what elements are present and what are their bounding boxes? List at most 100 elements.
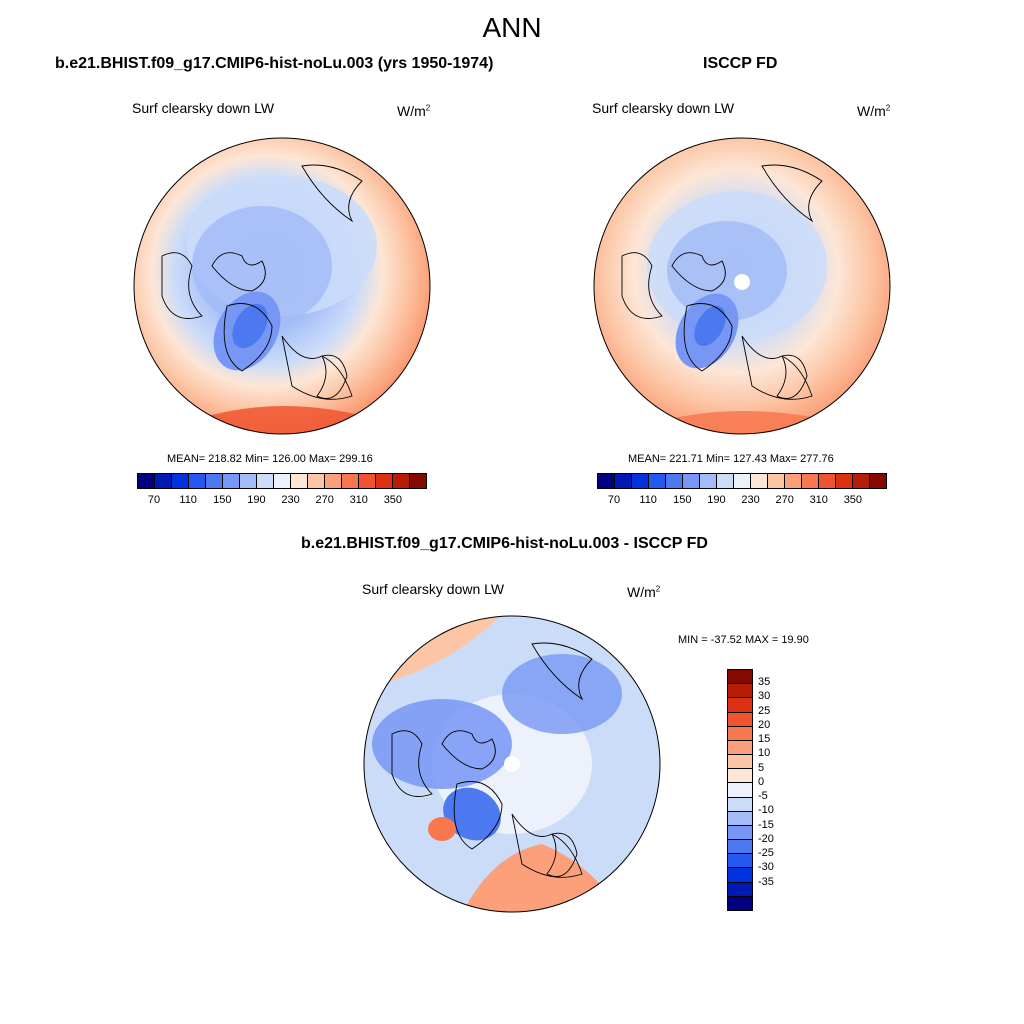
- panel3-colorbar-tick-label: 0: [758, 775, 765, 788]
- panel1-colorbar-tick-label: 70: [147, 494, 161, 506]
- panel1-colorbar-tick-label: 150: [213, 494, 232, 506]
- figure-title: ANN: [482, 12, 542, 43]
- panel2-colorbar-tick-label: 70: [607, 494, 621, 506]
- panel3-colorbar-tick-label: -25: [758, 847, 774, 860]
- panel1-colorbar: [137, 473, 427, 489]
- panel1-colorbar-tick-label: 310: [349, 494, 368, 506]
- panel2-colorbar-tick-label: 150: [673, 494, 692, 506]
- panel3-colorbar-swatch: [728, 712, 752, 727]
- panel1-colorbar-swatch: [308, 474, 325, 488]
- panel1-colorbar-swatch: [138, 474, 155, 488]
- panel3-colorbar-swatch: [728, 783, 752, 798]
- panel2-colorbar-ticks: 70 110 150 190 230 270 310 350: [597, 494, 887, 508]
- panel2-colorbar-swatch: [768, 474, 785, 488]
- panel3-units: W/m2: [627, 584, 660, 600]
- panel3-stats: MIN = -37.52 MAX = 19.90: [678, 634, 809, 646]
- panel3-colorbar-tick-label: 30: [758, 690, 771, 703]
- panel2-title: ISCCP FD: [703, 55, 778, 72]
- panel3-colorbar-swatch: [728, 755, 752, 770]
- panel3-colorbar-tick-label: -15: [758, 818, 774, 831]
- panel3-colorbar-tick-label: 5: [758, 761, 765, 774]
- panel1-colorbar-tick-label: 110: [179, 494, 197, 506]
- panel1-colorbar-swatch: [325, 474, 342, 488]
- panel2-stats: MEAN= 221.71 Min= 127.43 Max= 277.76: [628, 453, 834, 465]
- panel3-colorbar-ticks: 35 30 25 20 15 10 5 0 -5 -10 -15 -20 -25 -30 -35: [758, 669, 798, 911]
- panel3-colorbar-tick-label: -30: [758, 861, 774, 874]
- panel2-colorbar-swatch: [836, 474, 853, 488]
- panel1-colorbar-swatch: [410, 474, 426, 488]
- panel1-colorbar-swatch: [172, 474, 189, 488]
- panel2-colorbar-tick-label: 270: [775, 494, 794, 506]
- panel3-colorbar-tick-label: 25: [758, 704, 771, 717]
- panel1-colorbar-swatch: [223, 474, 240, 488]
- panel1-map: [133, 137, 431, 435]
- panel3-colorbar-tick-label: 15: [758, 733, 771, 746]
- panel3-colorbar-swatch: [728, 670, 752, 685]
- panel1-colorbar-ticks: 70 110 150 190 230 270 310 350: [137, 494, 427, 508]
- panel3-colorbar-swatch: [728, 825, 752, 841]
- panel1-colorbar-tick-label: 230: [281, 494, 300, 506]
- panel1-variable: Surf clearsky down LW: [132, 100, 275, 116]
- panel2-colorbar-swatch: [666, 474, 683, 488]
- panel3-map: [363, 615, 661, 913]
- panel2-colorbar-swatch: [615, 474, 632, 488]
- panel1-units: W/m2: [397, 103, 430, 119]
- panel3-colorbar-swatch: [728, 769, 752, 784]
- panel1-colorbar-swatch: [240, 474, 257, 488]
- panel3-colorbar-tick-label: -10: [758, 804, 774, 817]
- panel2-colorbar-tick-label: 110: [639, 494, 657, 506]
- panel2-colorbar-swatch: [649, 474, 666, 488]
- panel3-units-base: W/m: [627, 584, 656, 600]
- panel3-colorbar-swatch: [728, 684, 752, 699]
- panel2-colorbar-swatch: [802, 474, 819, 488]
- panel3-variable: Surf clearsky down LW: [362, 581, 505, 597]
- panel2-units-base: W/m: [857, 103, 886, 119]
- panel3-colorbar-tick-label: -35: [758, 875, 774, 888]
- panel1-colorbar-swatch: [376, 474, 393, 488]
- panel2-colorbar-swatch: [598, 474, 615, 488]
- panel3-colorbar-swatch: [728, 740, 752, 756]
- panel2-colorbar-swatch: [853, 474, 870, 488]
- panel1-colorbar-swatch: [342, 474, 359, 488]
- panel2-colorbar-swatch: [819, 474, 836, 488]
- panel1-colorbar-swatch: [189, 474, 206, 488]
- panel1-units-exp: 2: [425, 103, 431, 113]
- panel2-colorbar-swatch: [870, 474, 886, 488]
- panel2-colorbar-tick-label: 190: [707, 494, 726, 506]
- panel1-colorbar-swatch: [155, 474, 172, 488]
- panel3-colorbar-tick-label: 20: [758, 718, 771, 731]
- panel3-colorbar-swatch: [728, 882, 752, 897]
- panel2-colorbar-tick-label: 230: [741, 494, 760, 506]
- panel1-colorbar-swatch: [206, 474, 223, 488]
- panel2-map: [593, 137, 891, 435]
- panel2-colorbar-tick-label: 350: [843, 494, 863, 506]
- panel3-colorbar-tick-label: -20: [758, 832, 774, 845]
- panel1-units-base: W/m: [397, 103, 426, 119]
- panel3-title: b.e21.BHIST.f09_g17.CMIP6-hist-noLu.003 …: [301, 535, 708, 552]
- panel3-colorbar: [727, 669, 753, 911]
- panel3-colorbar-swatch: [728, 797, 752, 812]
- panel1-stats: MEAN= 218.82 Min= 126.00 Max= 299.16: [167, 453, 373, 465]
- panel2-colorbar-swatch: [785, 474, 802, 488]
- panel2-colorbar-tick-label: 310: [809, 494, 828, 506]
- panel1-colorbar-swatch: [274, 474, 291, 488]
- panel1-colorbar-swatch: [257, 474, 274, 488]
- panel3-colorbar-swatch: [728, 811, 752, 826]
- panel1-colorbar-tick-label: 270: [315, 494, 334, 506]
- panel3-colorbar-swatch: [728, 698, 752, 713]
- panel3-colorbar-tick-label: -5: [758, 790, 768, 803]
- panel2-variable: Surf clearsky down LW: [592, 100, 735, 116]
- panel2-colorbar-swatch: [683, 474, 700, 488]
- panel3-colorbar-swatch: [728, 726, 752, 741]
- panel2-colorbar-swatch: [734, 474, 751, 488]
- panel2-units-exp: 2: [885, 103, 891, 113]
- panel2-colorbar-swatch: [717, 474, 734, 488]
- panel3-colorbar-swatch: [728, 854, 752, 869]
- panel1-title: b.e21.BHIST.f09_g17.CMIP6-hist-noLu.003 …: [55, 55, 494, 72]
- panel1-colorbar-swatch: [393, 474, 410, 488]
- panel1-colorbar-tick-label: 350: [383, 494, 403, 506]
- panel2-colorbar-swatch: [632, 474, 649, 488]
- panel2-units: W/m2: [857, 103, 890, 119]
- panel3-colorbar-swatch: [728, 840, 752, 855]
- panel1-colorbar-tick-label: 190: [247, 494, 266, 506]
